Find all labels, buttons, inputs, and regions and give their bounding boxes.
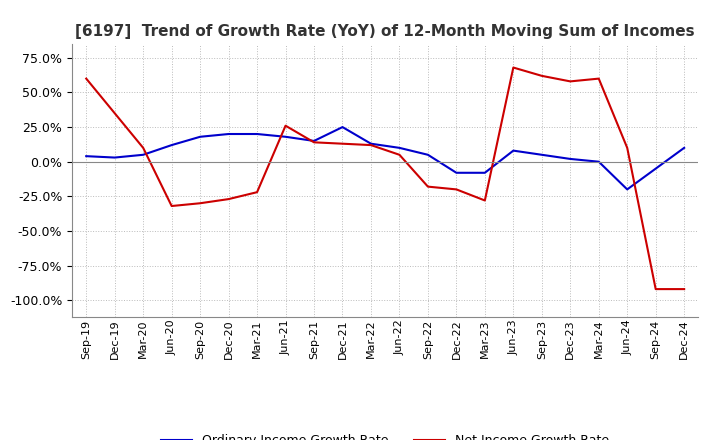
Line: Net Income Growth Rate: Net Income Growth Rate	[86, 68, 684, 289]
Net Income Growth Rate	[253, 190, 261, 195]
Ordinary Income Growth Rate	[196, 134, 204, 139]
Net Income Growth Rate	[652, 286, 660, 292]
Ordinary Income Growth Rate	[680, 145, 688, 150]
Net Income Growth Rate	[338, 141, 347, 147]
Net Income Growth Rate	[366, 143, 375, 148]
Legend: Ordinary Income Growth Rate, Net Income Growth Rate: Ordinary Income Growth Rate, Net Income …	[156, 429, 614, 440]
Net Income Growth Rate	[537, 73, 546, 78]
Title: [6197]  Trend of Growth Rate (YoY) of 12-Month Moving Sum of Incomes: [6197] Trend of Growth Rate (YoY) of 12-…	[76, 24, 695, 39]
Net Income Growth Rate	[196, 201, 204, 206]
Net Income Growth Rate	[423, 184, 432, 189]
Net Income Growth Rate	[480, 198, 489, 203]
Net Income Growth Rate	[680, 286, 688, 292]
Net Income Growth Rate	[82, 76, 91, 81]
Ordinary Income Growth Rate	[282, 134, 290, 139]
Ordinary Income Growth Rate	[338, 125, 347, 130]
Ordinary Income Growth Rate	[167, 143, 176, 148]
Ordinary Income Growth Rate	[537, 152, 546, 158]
Net Income Growth Rate	[395, 152, 404, 158]
Ordinary Income Growth Rate	[566, 156, 575, 161]
Ordinary Income Growth Rate	[595, 159, 603, 165]
Ordinary Income Growth Rate	[110, 155, 119, 160]
Ordinary Income Growth Rate	[395, 145, 404, 150]
Net Income Growth Rate	[623, 145, 631, 150]
Net Income Growth Rate	[452, 187, 461, 192]
Ordinary Income Growth Rate	[652, 166, 660, 171]
Net Income Growth Rate	[167, 203, 176, 209]
Ordinary Income Growth Rate	[310, 138, 318, 143]
Net Income Growth Rate	[225, 196, 233, 202]
Ordinary Income Growth Rate	[253, 132, 261, 137]
Net Income Growth Rate	[110, 110, 119, 116]
Net Income Growth Rate	[566, 79, 575, 84]
Ordinary Income Growth Rate	[82, 154, 91, 159]
Net Income Growth Rate	[509, 65, 518, 70]
Line: Ordinary Income Growth Rate: Ordinary Income Growth Rate	[86, 127, 684, 189]
Ordinary Income Growth Rate	[480, 170, 489, 176]
Ordinary Income Growth Rate	[423, 152, 432, 158]
Net Income Growth Rate	[139, 145, 148, 150]
Ordinary Income Growth Rate	[623, 187, 631, 192]
Ordinary Income Growth Rate	[139, 152, 148, 158]
Ordinary Income Growth Rate	[509, 148, 518, 153]
Net Income Growth Rate	[282, 123, 290, 128]
Ordinary Income Growth Rate	[366, 141, 375, 147]
Net Income Growth Rate	[310, 139, 318, 145]
Ordinary Income Growth Rate	[225, 132, 233, 137]
Ordinary Income Growth Rate	[452, 170, 461, 176]
Net Income Growth Rate	[595, 76, 603, 81]
